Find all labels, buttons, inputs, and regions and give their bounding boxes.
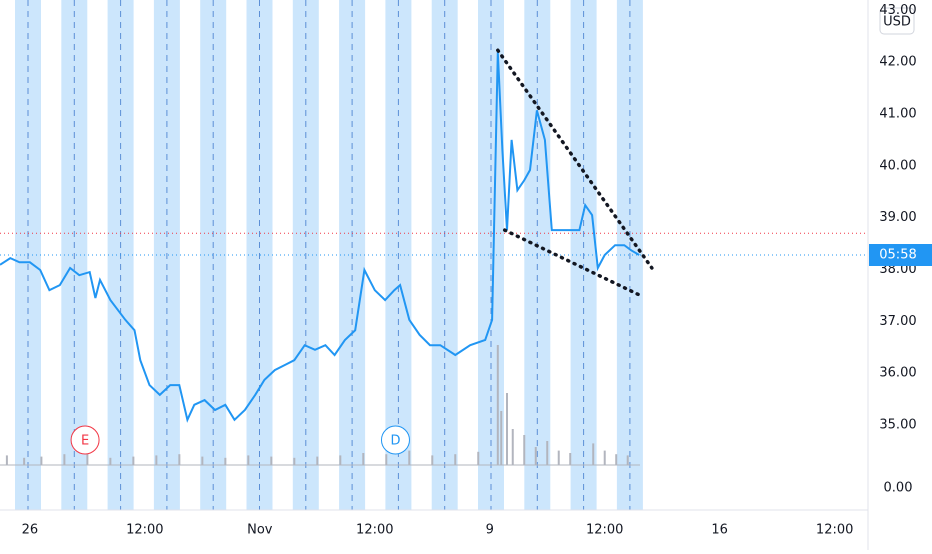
y-tick-label: 36.00 (879, 366, 916, 381)
volume-bar (224, 457, 227, 465)
x-tick-label: 12:00 (356, 523, 393, 538)
event-marker (380, 425, 410, 455)
volume-bar (546, 441, 549, 465)
volume-bar (523, 435, 526, 465)
volume-bar (109, 457, 112, 465)
volume-bar (385, 454, 388, 465)
y2-tick-label: 0.00 (884, 481, 913, 496)
volume-bar (603, 450, 606, 465)
volume-bar (408, 450, 411, 465)
volume-bar (500, 411, 503, 465)
volume-bar (5, 455, 8, 465)
price-label-box (869, 244, 932, 266)
volume-bar (155, 455, 158, 465)
volume-bar (23, 457, 26, 465)
x-tick-label: 12:00 (126, 523, 163, 538)
currency-button[interactable] (879, 7, 915, 35)
x-tick-label: Nov (247, 523, 273, 538)
volume-bar (626, 455, 629, 465)
volume-bar (316, 456, 319, 465)
event-label: D (390, 434, 400, 449)
volume-bar (201, 456, 204, 465)
trendline (496, 48, 654, 270)
price-label: 05:58 (879, 248, 916, 263)
y-tick-label: 41.00 (879, 107, 916, 122)
event-marker (70, 425, 100, 455)
volume-bar (86, 453, 89, 465)
volume-bar (511, 429, 514, 465)
event-label: E (81, 434, 89, 449)
volume-bar (40, 456, 43, 465)
volume-bar (592, 443, 595, 465)
y-tick-label: 43.00 (879, 3, 916, 18)
x-tick-label: 9 (486, 523, 494, 538)
volume-bar (557, 450, 560, 465)
volume-bar (132, 456, 135, 465)
volume-bar (506, 393, 509, 465)
y-tick-label: 40.00 (879, 158, 916, 173)
x-tick-label: 26 (22, 523, 39, 538)
y-tick-label: 39.00 (879, 210, 916, 225)
volume-bar (339, 455, 342, 465)
y-tick-label: 37.00 (879, 314, 916, 329)
volume-bar (270, 456, 273, 465)
volume-bar (293, 457, 296, 465)
y-tick-label: 42.00 (879, 55, 916, 70)
volume-bar (496, 345, 499, 465)
volume-bar (569, 453, 572, 465)
x-tick-label: 12:00 (586, 523, 623, 538)
price-line-series (0, 52, 640, 423)
x-tick-label: 16 (711, 523, 728, 538)
trendline (502, 228, 641, 297)
volume-bar (247, 455, 250, 465)
volume-bar (178, 454, 181, 465)
volume-bar (534, 447, 537, 465)
volume-bar (63, 454, 66, 465)
volume-bar (362, 453, 365, 465)
volume-bar (615, 454, 618, 465)
x-tick-label: 12:00 (816, 523, 853, 538)
volume-bar (477, 451, 480, 465)
currency-label: USD (883, 15, 911, 30)
y-tick-label: 35.00 (879, 418, 916, 433)
volume-bar (454, 454, 457, 465)
volume-bar (431, 455, 434, 465)
